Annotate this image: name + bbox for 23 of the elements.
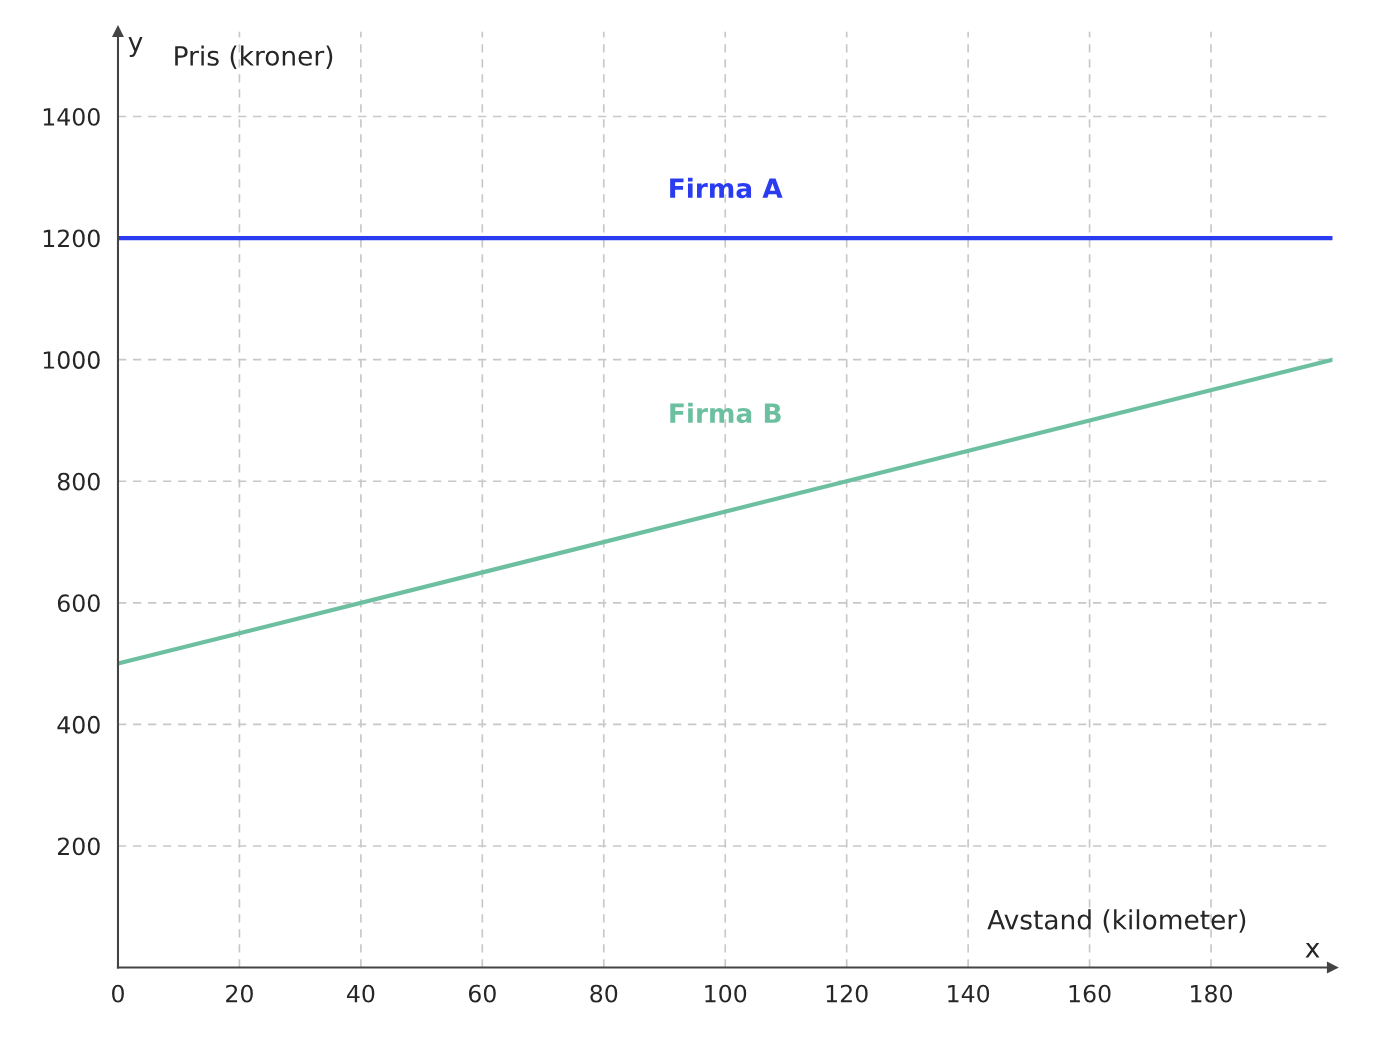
x-tick-label: 40 xyxy=(347,984,375,1003)
annotation: x xyxy=(1305,942,1320,958)
y-tick-label: 1200 xyxy=(43,229,100,248)
x-tick-label: 0 xyxy=(112,984,124,1003)
x-tick-label: 120 xyxy=(826,984,868,1003)
y-tick-label: 800 xyxy=(57,472,100,491)
series-label: Firma A xyxy=(670,177,783,199)
x-tick-label: 140 xyxy=(948,984,990,1003)
text: Firma B xyxy=(670,402,781,424)
y-tick-label: 600 xyxy=(57,594,100,613)
x-tick-label: 160 xyxy=(1069,984,1111,1003)
y-tick-label: 1000 xyxy=(43,351,100,369)
x-tick-label: 20 xyxy=(226,984,253,1003)
y-tick-label: 1400 xyxy=(43,107,100,126)
x-tick-label: 180 xyxy=(1191,984,1232,1003)
y-tick-label: 200 xyxy=(57,837,100,856)
x-tick-label: 80 xyxy=(590,984,618,1003)
x-axis-title: Avstand (kilometer) xyxy=(987,909,1246,933)
x-tick-label: 60 xyxy=(468,984,496,1003)
y-axis-title: Pris (kroner) xyxy=(175,45,333,69)
annotation: y xyxy=(128,37,143,57)
y-tick-label: 400 xyxy=(57,715,100,734)
x-tick-label: 100 xyxy=(705,984,747,1003)
